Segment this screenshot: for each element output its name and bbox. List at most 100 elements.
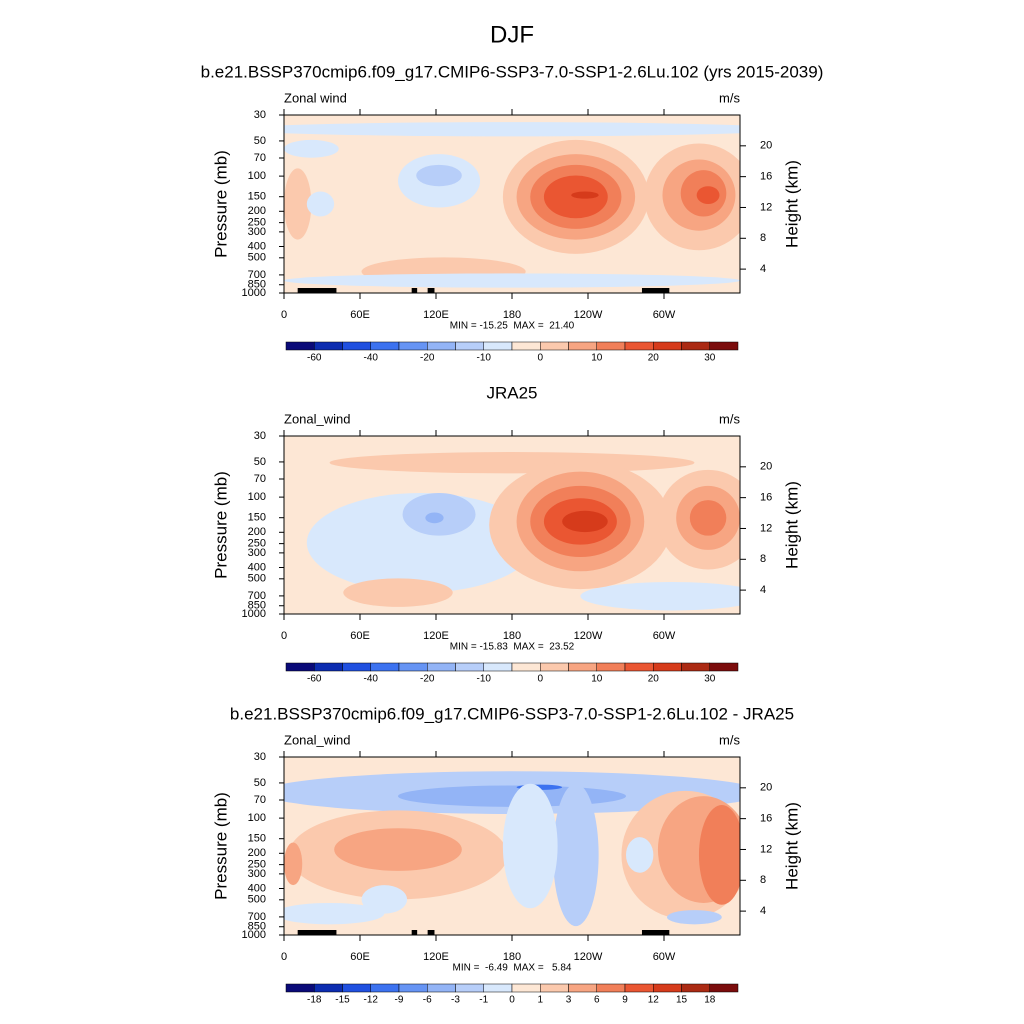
y-tick-label: 700 [248, 269, 266, 281]
colorbar-swatch [653, 662, 682, 672]
y-tick-label: 300 [248, 547, 266, 559]
y-tick-label: 850 [248, 600, 266, 612]
panel-title: b.e21.BSSP370cmip6.f09_g17.CMIP6-SSP3-7.… [201, 62, 824, 81]
colorbar-swatch [342, 983, 371, 993]
contour-fill [689, 500, 727, 536]
colorbar-swatch [370, 662, 400, 672]
x-tick-label: 60W [653, 951, 676, 963]
y-tick-label: 100 [248, 491, 266, 503]
contour-fill [284, 273, 740, 288]
colorbar-label: -40 [364, 674, 379, 685]
x-tick-label: 60E [350, 309, 370, 321]
contour-fill [562, 510, 608, 533]
terrain [411, 288, 418, 293]
y-tick-label: 850 [248, 279, 266, 291]
x-tick-label: 180 [503, 630, 521, 642]
colorbar-label: 10 [591, 674, 603, 685]
y-tick-label: 70 [254, 473, 266, 485]
colorbar-swatch [540, 341, 569, 351]
colorbar-swatch [681, 662, 710, 672]
y-tick-label: 1000 [242, 287, 266, 299]
y-tick-label: 100 [248, 812, 266, 824]
colorbar-swatch [511, 341, 541, 351]
y2-tick-label: 20 [760, 140, 772, 152]
colorbar-swatch [455, 341, 484, 351]
y-tick-label: 850 [248, 921, 266, 933]
y2-tick-label: 12 [760, 843, 772, 855]
variable-label: Zonal wind [284, 90, 347, 105]
colorbar-swatch [427, 983, 456, 993]
y2-tick-label: 4 [760, 905, 766, 917]
colorbar-swatch [427, 662, 456, 672]
y-tick-label: 100 [248, 170, 266, 182]
colorbar-label: 18 [704, 995, 716, 1006]
contour-fill [306, 191, 335, 217]
x-tick-label: 120W [574, 309, 603, 321]
y-tick-label: 300 [248, 226, 266, 238]
colorbar-swatch [285, 662, 315, 672]
y-tick-label: 500 [248, 573, 266, 585]
y-tick-label: 700 [248, 590, 266, 602]
y2-axis-label: Height (km) [782, 481, 801, 569]
units-label: m/s [719, 411, 740, 426]
contour-fill [667, 910, 722, 925]
y2-axis-label: Height (km) [782, 802, 801, 890]
y-axis-label: Pressure (mb) [211, 471, 230, 579]
y2-tick-label: 8 [760, 874, 766, 886]
y-tick-label: 300 [248, 868, 266, 880]
contour-fill [284, 168, 312, 240]
y-tick-label: 250 [248, 538, 266, 550]
colorbar-swatch [653, 341, 682, 351]
colorbar-swatch [342, 341, 371, 351]
colorbar-swatch [568, 341, 597, 351]
y-tick-label: 200 [248, 526, 266, 538]
y-tick-label: 30 [254, 430, 266, 442]
colorbar-swatch [596, 983, 626, 993]
contour-fill [284, 842, 303, 886]
colorbar-label: 6 [594, 995, 600, 1006]
y-tick-label: 150 [248, 512, 266, 524]
x-tick-label: 60E [350, 951, 370, 963]
y-axis-label: Pressure (mb) [211, 150, 230, 258]
colorbar-label: 20 [648, 353, 660, 364]
contour-field [284, 436, 740, 614]
y2-tick-label: 4 [760, 584, 766, 596]
colorbar-swatch [681, 983, 710, 993]
y2-tick-label: 8 [760, 232, 766, 244]
colorbar-label: -18 [307, 995, 322, 1006]
x-tick-label: 120W [574, 630, 603, 642]
y-tick-label: 70 [254, 152, 266, 164]
figure-title: DJF [490, 21, 534, 48]
contour-fill [329, 452, 695, 474]
contour-fill [306, 492, 535, 593]
contour-fill [696, 186, 720, 205]
terrain [641, 288, 670, 293]
colorbar-label: 30 [704, 674, 716, 685]
y-tick-label: 200 [248, 847, 266, 859]
colorbar-swatch [398, 662, 428, 672]
colorbar-label: -10 [477, 353, 492, 364]
colorbar-swatch [540, 983, 569, 993]
colorbar-label: 1 [537, 995, 543, 1006]
variable-label: Zonal_wind [284, 732, 351, 747]
colorbar-swatch [314, 341, 343, 351]
colorbar-label: 10 [591, 353, 603, 364]
colorbar-swatch [653, 983, 682, 993]
x-tick-label: 0 [281, 951, 287, 963]
colorbar-swatch [370, 341, 400, 351]
y-tick-label: 1000 [242, 608, 266, 620]
contour-fill [284, 139, 339, 158]
contour-fill [284, 902, 385, 925]
x-tick-label: 120E [423, 309, 449, 321]
contour-fill [334, 828, 462, 871]
y-tick-label: 150 [248, 191, 266, 203]
colorbar-swatch [398, 341, 428, 351]
contour-field [284, 757, 740, 935]
colorbar-label: -60 [307, 353, 322, 364]
terrain [322, 930, 337, 935]
min-max-stats: MIN = -15.83 MAX = 23.52 [450, 642, 575, 653]
contour-field [284, 115, 740, 293]
y-tick-label: 200 [248, 205, 266, 217]
colorbar-swatch [455, 662, 484, 672]
